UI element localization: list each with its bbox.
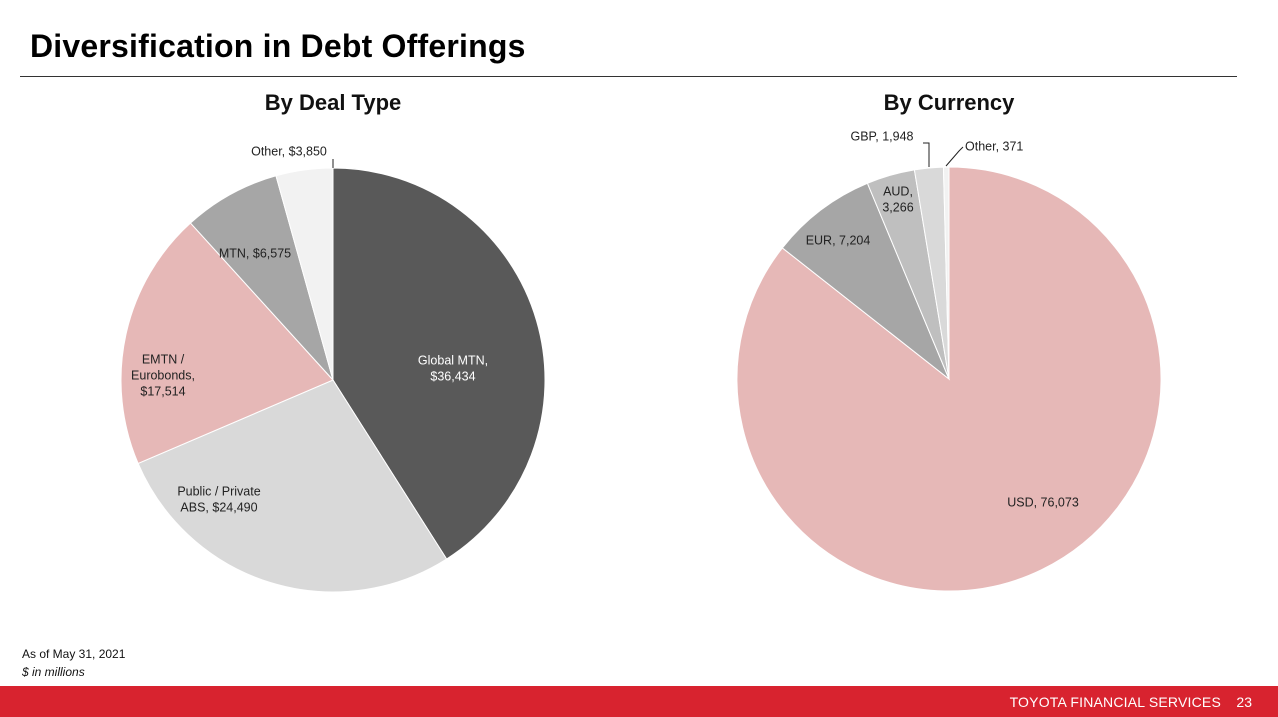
data-label-other: Other, $3,850 — [251, 144, 327, 158]
footer-brand: TOYOTA FINANCIAL SERVICES — [1009, 694, 1221, 710]
units-note: $ in millions — [22, 665, 85, 679]
data-label-aud: 3,266 — [882, 200, 913, 214]
leader-line-other — [945, 146, 964, 167]
data-label-emtn-eurobonds: EMTN / — [142, 352, 185, 366]
page-number: 23 — [1236, 694, 1252, 710]
pie-slice-global-mtn — [332, 167, 546, 560]
pie-slice-public-private-abs — [137, 379, 448, 593]
data-label-other: Other, 371 — [965, 139, 1023, 153]
data-label-emtn-eurobonds: $17,514 — [140, 384, 185, 398]
pie-slice-eur — [781, 182, 951, 381]
data-label-eur: EUR, 7,204 — [806, 233, 871, 247]
pie-slice-other — [942, 166, 950, 380]
data-label-public-private-abs: ABS, $24,490 — [180, 500, 257, 514]
footer-bar: TOYOTA FINANCIAL SERVICES 23 — [0, 686, 1278, 717]
pie-slice-mtn — [189, 175, 334, 381]
data-label-gbp: GBP, 1,948 — [850, 129, 913, 143]
page-title: Diversification in Debt Offerings — [30, 28, 526, 64]
pie-slice-emtn-eurobonds — [120, 222, 334, 465]
data-label-usd: USD, 76,073 — [1007, 495, 1079, 509]
data-label-public-private-abs: Public / Private — [177, 484, 260, 498]
data-label-aud: AUD, — [883, 184, 913, 198]
leader-line-gbp — [923, 142, 930, 167]
data-label-global-mtn: $36,434 — [430, 369, 475, 383]
data-label-mtn: MTN, $6,575 — [219, 246, 291, 260]
as-of-date-note: As of May 31, 2021 — [22, 647, 126, 661]
data-label-emtn-eurobonds: Eurobonds, — [131, 368, 195, 382]
deal-type-chart-title: By Deal Type — [264, 90, 402, 115]
data-label-global-mtn: Global MTN, — [418, 353, 488, 367]
currency-chart-title: By Currency — [883, 90, 1015, 115]
title-divider — [20, 76, 1237, 77]
